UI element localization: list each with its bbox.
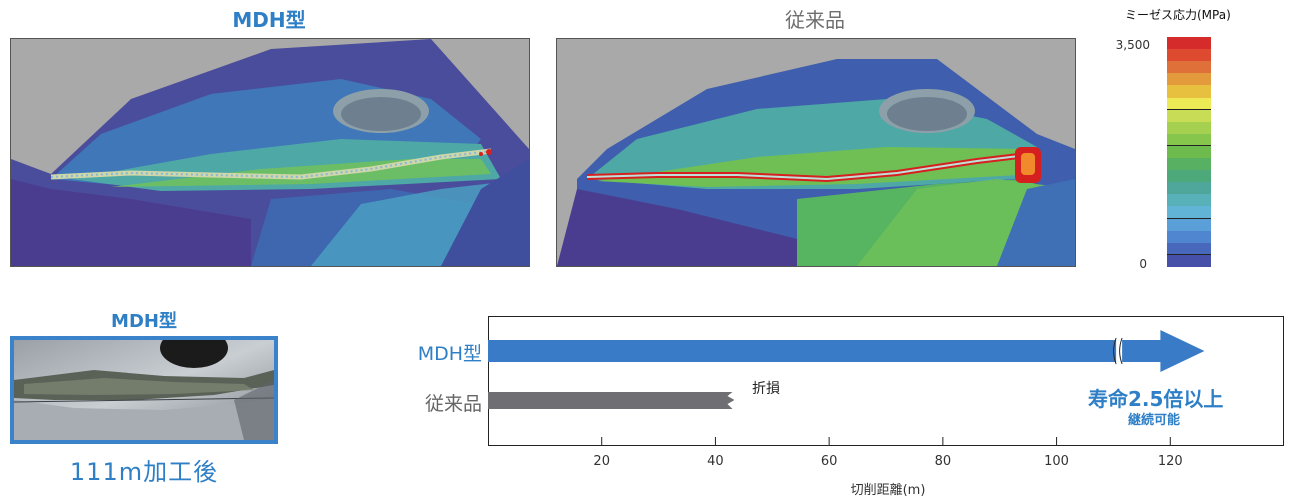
break-annotation: 折損 [752,381,780,397]
life-sub-annotation: 継続可能 [1128,413,1181,428]
conventional-stress-simulation [556,38,1076,267]
photo-title: MDH型 [111,311,177,332]
bar-mdh [488,330,1205,372]
scale-swatch [1167,170,1211,183]
photo-caption: 111m加工後 [69,458,219,486]
x-tick-label: 120 [1157,454,1183,469]
scale-swatch [1167,133,1211,147]
bar-conventional [488,392,735,409]
bar-label-conventional: 従来品 [424,393,482,415]
scale-swatch [1167,145,1211,159]
x-tick-label: 60 [820,454,838,469]
scale-swatch [1167,85,1211,98]
scale-swatch [1167,73,1211,86]
chart-frame [488,316,1284,446]
life-annotation: 寿命2.5倍以上 [1088,387,1224,411]
scale-swatch [1167,194,1211,207]
mdh-stress-simulation [10,38,530,267]
x-tick-label: 20 [593,454,610,469]
scale-swatch [1167,254,1211,268]
cutting-distance-chart [488,316,1284,446]
x-tick-label: 40 [707,454,724,469]
bar-mdh-break-mark [1119,337,1123,365]
scale-swatch [1167,61,1211,74]
scale-swatch [1167,182,1211,195]
scale-swatch [1167,218,1211,232]
x-axis-label: 切削距離(m) [850,483,926,498]
stress-scale-max-label: 3,500 [1115,38,1150,52]
stress-scale-min-label: 0 [1139,257,1147,271]
scale-swatch [1167,49,1211,62]
scale-swatch [1167,97,1211,111]
mdh-sim-title: MDH型 [232,8,306,32]
scale-swatch [1167,158,1211,171]
scale-swatch [1167,230,1211,244]
mdh-tool-photo [10,336,278,444]
conventional-sim-title: 従来品 [785,8,845,32]
scale-swatch [1167,37,1211,50]
stress-scale-title: ミーゼス応力(MPa) [1125,8,1231,22]
scale-swatch [1167,242,1211,256]
stress-color-scale [1167,37,1211,268]
scale-swatch [1167,121,1211,135]
scale-swatch [1167,206,1211,220]
x-tick-label: 100 [1044,454,1069,469]
x-tick-label: 80 [934,454,952,469]
bar-label-mdh: MDH型 [417,343,482,365]
scale-swatch [1167,109,1211,123]
bar-mdh-break-mark [1113,337,1117,365]
